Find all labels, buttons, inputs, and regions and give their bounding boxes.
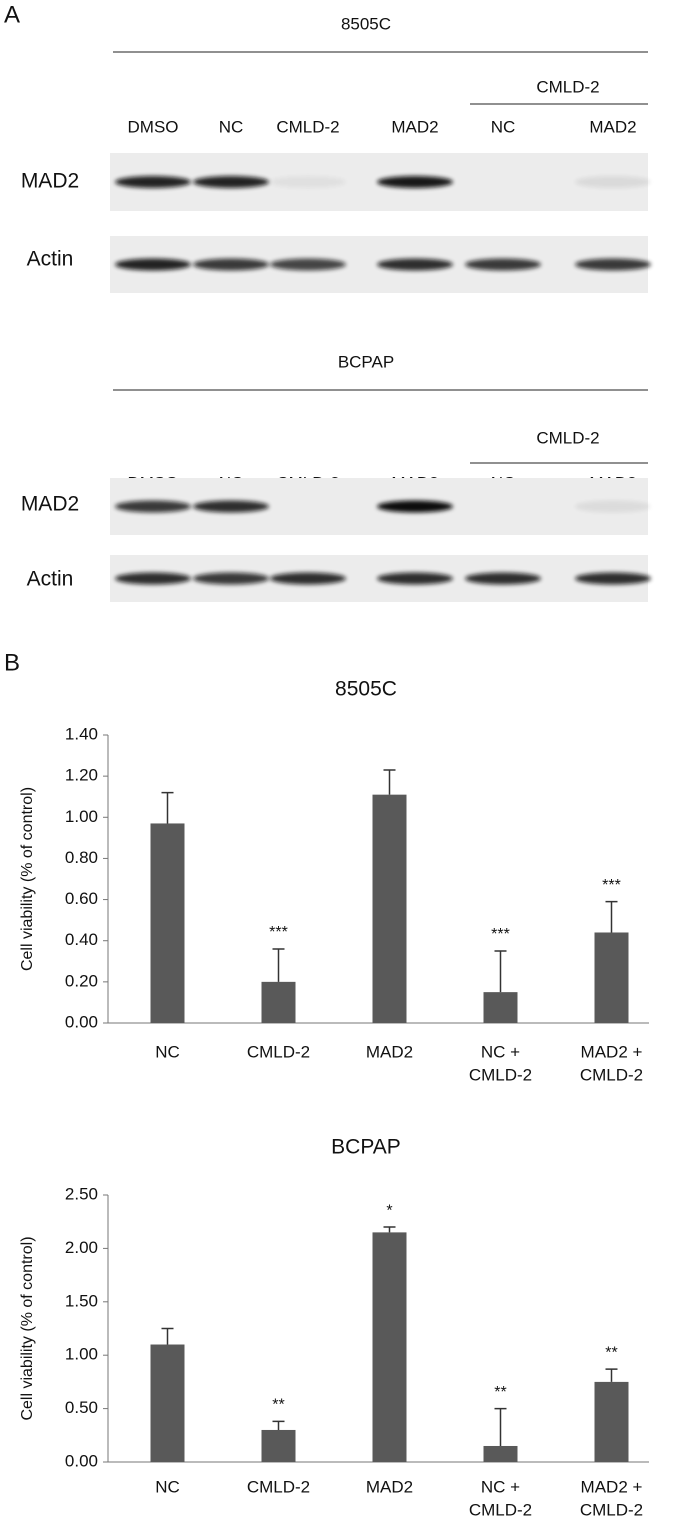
x-tick-label: MAD2 + [581, 1477, 643, 1496]
band [575, 258, 651, 271]
row-label: MAD2 [21, 493, 79, 516]
y-tick-label: 1.00 [65, 807, 98, 826]
x-tick-label: NC + [481, 1477, 520, 1496]
bar [594, 1381, 629, 1462]
group-label: CMLD-2 [536, 77, 599, 96]
band [193, 572, 269, 585]
band [270, 572, 346, 585]
group-label: CMLD-2 [536, 428, 599, 447]
band [377, 500, 453, 513]
panel-label: A [4, 1, 20, 28]
y-tick-label: 2.50 [65, 1184, 98, 1203]
bar [483, 1445, 518, 1462]
cell-line-label: 8505C [341, 14, 391, 33]
y-tick-label: 1.00 [65, 1345, 98, 1364]
x-tick-label: CMLD-2 [580, 1065, 643, 1084]
error-bar [161, 791, 174, 824]
significance: *** [602, 877, 621, 894]
panel-label: B [4, 649, 20, 676]
band [115, 572, 191, 585]
lane-label: MAD2 [589, 117, 636, 136]
lane-label: NC [491, 117, 516, 136]
y-tick-label: 0.50 [65, 1398, 98, 1417]
bar [261, 981, 296, 1023]
chart-title: BCPAP [331, 1136, 401, 1159]
x-tick-label: NC + [481, 1042, 520, 1061]
bar [150, 1344, 185, 1462]
x-tick-label: CMLD-2 [469, 1500, 532, 1519]
y-tick-label: 1.40 [65, 724, 98, 743]
lane-label: CMLD-2 [276, 117, 339, 136]
x-tick-label: MAD2 [366, 1477, 413, 1496]
error-bar [272, 948, 285, 982]
y-tick-label: 1.20 [65, 766, 98, 785]
y-tick-label: 0.00 [65, 1012, 98, 1031]
error-bar [494, 950, 507, 993]
x-tick-label: CMLD-2 [247, 1477, 310, 1496]
significance: *** [491, 926, 510, 943]
band [115, 258, 191, 271]
y-axis-label: Cell viability (% of control) [19, 1236, 36, 1420]
significance: * [386, 1202, 392, 1219]
x-tick-label: MAD2 + [581, 1042, 643, 1061]
error-bar [605, 1368, 618, 1382]
error-bar [272, 1420, 285, 1430]
significance: *** [269, 924, 288, 941]
band [115, 500, 191, 513]
band [115, 176, 191, 188]
band [377, 176, 453, 188]
bar [594, 932, 629, 1023]
bar [150, 823, 185, 1023]
band [270, 258, 346, 271]
x-tick-label: CMLD-2 [469, 1065, 532, 1084]
x-tick-label: NC [155, 1042, 180, 1061]
band [575, 500, 651, 513]
row-label: Actin [27, 248, 74, 271]
significance: ** [272, 1397, 284, 1414]
bar [261, 1429, 296, 1462]
band [193, 176, 269, 188]
error-bar [605, 900, 618, 933]
significance: ** [494, 1384, 506, 1401]
bar [483, 992, 518, 1023]
lane-label: DMSO [128, 117, 179, 136]
band [575, 572, 651, 585]
band [270, 176, 346, 188]
band [465, 572, 541, 585]
y-tick-label: 2.00 [65, 1238, 98, 1257]
x-tick-label: CMLD-2 [580, 1500, 643, 1519]
y-tick-label: 0.80 [65, 848, 98, 867]
band [377, 572, 453, 585]
y-axis-label: Cell viability (% of control) [19, 787, 36, 971]
significance: ** [605, 1344, 617, 1361]
band [193, 500, 269, 513]
error-bar [383, 1226, 396, 1233]
error-bar [494, 1407, 507, 1446]
band [465, 258, 541, 271]
band [575, 176, 651, 188]
x-tick-label: CMLD-2 [247, 1042, 310, 1061]
bar [372, 794, 407, 1023]
bar [372, 1232, 407, 1462]
error-bar [161, 1327, 174, 1345]
band [377, 258, 453, 271]
lane-label: NC [219, 117, 244, 136]
x-tick-label: NC [155, 1477, 180, 1496]
lane-label: MAD2 [391, 117, 438, 136]
y-tick-label: 0.20 [65, 971, 98, 990]
error-bar [383, 769, 396, 795]
cell-line-label: BCPAP [338, 352, 394, 371]
y-tick-label: 0.40 [65, 930, 98, 949]
chart-title: 8505C [335, 678, 397, 701]
row-label: Actin [27, 568, 74, 591]
y-tick-label: 0.00 [65, 1451, 98, 1470]
band [193, 258, 269, 271]
x-tick-label: MAD2 [366, 1042, 413, 1061]
row-label: MAD2 [21, 170, 79, 193]
y-tick-label: 1.50 [65, 1291, 98, 1310]
y-tick-label: 0.60 [65, 889, 98, 908]
